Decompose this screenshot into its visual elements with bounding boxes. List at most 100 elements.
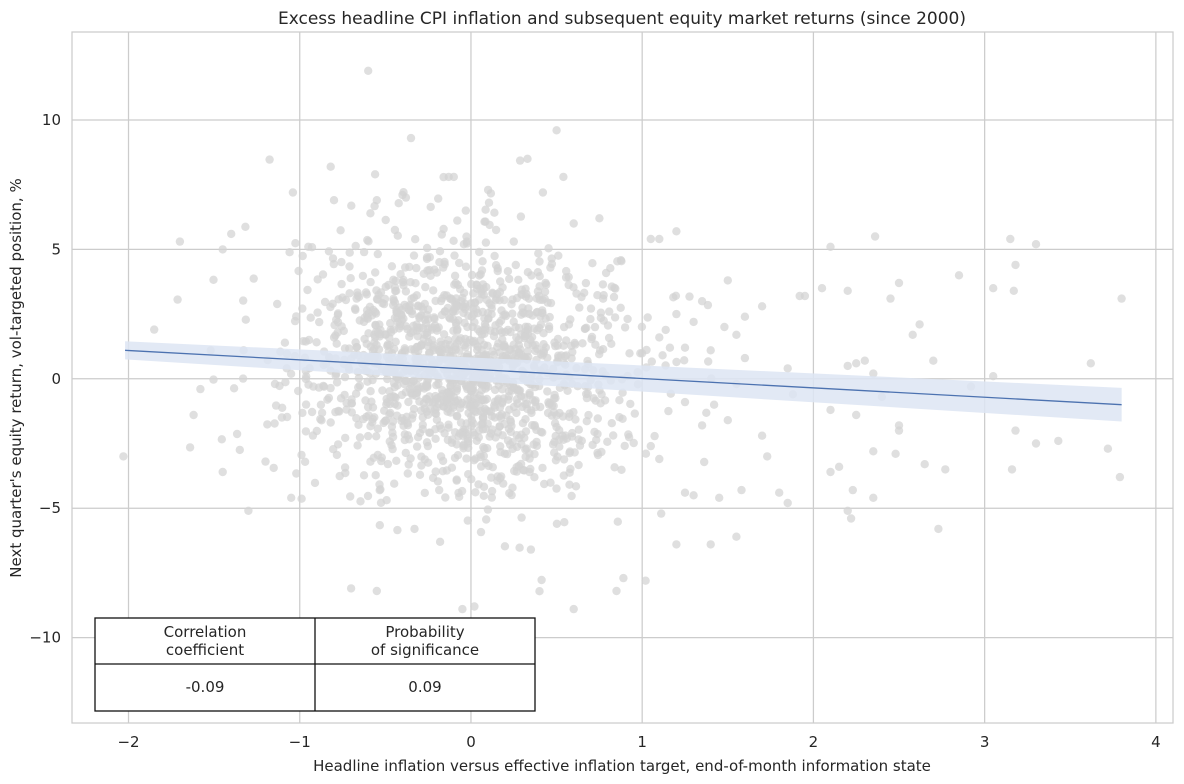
scatter-point bbox=[438, 456, 448, 466]
scatter-point bbox=[989, 372, 998, 381]
scatter-point bbox=[313, 308, 322, 317]
scatter-point bbox=[488, 347, 497, 356]
scatter-point bbox=[603, 437, 612, 446]
scatter-point bbox=[869, 493, 878, 502]
scatter-point bbox=[572, 289, 581, 298]
scatter-point bbox=[817, 284, 827, 293]
scatter-point bbox=[624, 430, 633, 439]
scatter-point bbox=[459, 441, 468, 451]
scatter-point bbox=[411, 279, 420, 288]
scatter-point bbox=[229, 384, 239, 393]
scatter-point bbox=[400, 379, 409, 389]
scatter-point bbox=[420, 488, 429, 498]
scatter-point bbox=[386, 328, 396, 337]
scatter-point bbox=[521, 415, 530, 424]
scatter-point bbox=[637, 322, 647, 331]
scatter-point bbox=[536, 427, 546, 437]
scatter-point bbox=[405, 300, 415, 310]
scatter-point bbox=[643, 313, 652, 322]
scatter-point bbox=[846, 514, 856, 523]
scatter-point bbox=[564, 320, 574, 329]
scatter-point bbox=[298, 251, 307, 261]
scatter-point bbox=[403, 469, 412, 478]
scatter-point bbox=[360, 334, 369, 344]
scatter-point bbox=[418, 420, 427, 429]
scatter-point bbox=[657, 509, 666, 518]
scatter-point bbox=[387, 262, 397, 271]
scatter-point bbox=[354, 373, 364, 383]
scatter-point bbox=[595, 214, 604, 223]
scatter-point bbox=[337, 257, 346, 267]
scatter-point bbox=[392, 411, 402, 420]
scatter-point bbox=[553, 334, 563, 344]
scatter-point bbox=[447, 463, 457, 472]
scatter-point bbox=[537, 575, 546, 585]
scatter-point bbox=[417, 406, 426, 415]
scatter-point bbox=[552, 126, 561, 135]
scatter-point bbox=[607, 282, 616, 291]
scatter-point bbox=[607, 339, 616, 348]
scatter-point bbox=[467, 416, 476, 425]
scatter-point bbox=[435, 537, 445, 546]
x-tick-label: 1 bbox=[637, 733, 647, 751]
scatter-point bbox=[394, 199, 403, 208]
scatter-point bbox=[484, 198, 494, 207]
scatter-point bbox=[460, 318, 469, 328]
x-tick-label: −2 bbox=[117, 733, 139, 751]
scatter-point bbox=[312, 426, 321, 436]
scatter-point bbox=[336, 226, 345, 235]
scatter-point bbox=[503, 267, 513, 276]
scatter-point bbox=[891, 449, 900, 458]
scatter-point bbox=[989, 284, 998, 293]
scatter-point bbox=[405, 435, 414, 444]
scatter-point bbox=[848, 485, 857, 495]
scatter-point bbox=[500, 295, 509, 305]
scatter-point bbox=[704, 357, 713, 366]
scatter-point bbox=[472, 436, 481, 445]
scatter-point bbox=[297, 494, 306, 503]
scatter-point bbox=[475, 271, 484, 280]
scatter-point bbox=[435, 247, 445, 256]
confidence-band bbox=[125, 341, 1122, 422]
scatter-point bbox=[783, 498, 792, 508]
scatter-point bbox=[433, 477, 443, 486]
scatter-point bbox=[470, 298, 480, 307]
scatter-point bbox=[586, 314, 595, 324]
scatter-point bbox=[516, 212, 526, 221]
scatter-point bbox=[421, 282, 430, 292]
scatter-point bbox=[482, 515, 491, 524]
scatter-point bbox=[413, 301, 423, 310]
scatter-point bbox=[535, 257, 544, 266]
scatter-point bbox=[596, 399, 605, 408]
scatter-point bbox=[385, 410, 394, 419]
scatter-point bbox=[908, 330, 917, 339]
scatter-point bbox=[852, 410, 861, 420]
scatter-point bbox=[461, 206, 470, 215]
scatter-point bbox=[390, 383, 399, 392]
scatter-point bbox=[453, 411, 462, 420]
scatter-point bbox=[641, 576, 650, 585]
stats-value-probability: 0.09 bbox=[408, 678, 441, 696]
scatter-point bbox=[448, 435, 457, 444]
chart-title: Excess headline CPI inflation and subseq… bbox=[278, 9, 966, 29]
scatter-point bbox=[703, 300, 713, 310]
scatter-point bbox=[509, 340, 518, 349]
scatter-point bbox=[613, 517, 622, 526]
scatter-point bbox=[535, 295, 545, 304]
scatter-point bbox=[526, 545, 536, 554]
scatter-point bbox=[299, 337, 308, 346]
scatter-point bbox=[301, 374, 311, 384]
scatter-point bbox=[584, 410, 593, 420]
scatter-point bbox=[415, 397, 424, 406]
scatter-point bbox=[545, 399, 554, 408]
scatter-point bbox=[280, 338, 290, 347]
stats-header-correlation: Correlation coefficient bbox=[164, 623, 247, 659]
scatter-point bbox=[646, 441, 655, 451]
scatter-point bbox=[453, 216, 462, 225]
x-tick-label: 3 bbox=[980, 733, 990, 751]
scatter-point bbox=[586, 304, 596, 313]
scatter-point bbox=[196, 384, 205, 394]
scatter-point bbox=[316, 400, 326, 409]
scatter-point bbox=[538, 463, 547, 473]
scatter-point bbox=[562, 266, 571, 276]
